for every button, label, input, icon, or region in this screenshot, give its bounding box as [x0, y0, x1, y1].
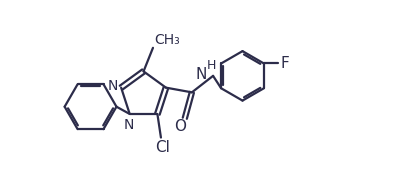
Text: N: N: [196, 67, 207, 82]
Text: H: H: [207, 59, 217, 72]
Text: N: N: [107, 80, 118, 94]
Text: N: N: [123, 117, 134, 131]
Text: CH₃: CH₃: [154, 33, 180, 47]
Text: F: F: [280, 56, 289, 71]
Text: O: O: [174, 120, 186, 134]
Text: Cl: Cl: [155, 140, 170, 155]
